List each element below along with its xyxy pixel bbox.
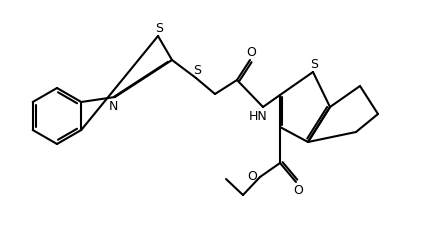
Text: O: O [293,183,303,197]
Text: S: S [310,58,318,70]
Text: S: S [193,63,201,76]
Text: S: S [155,22,163,35]
Text: HN: HN [249,109,268,122]
Text: O: O [247,171,257,183]
Text: N: N [108,99,118,113]
Text: O: O [246,45,256,59]
